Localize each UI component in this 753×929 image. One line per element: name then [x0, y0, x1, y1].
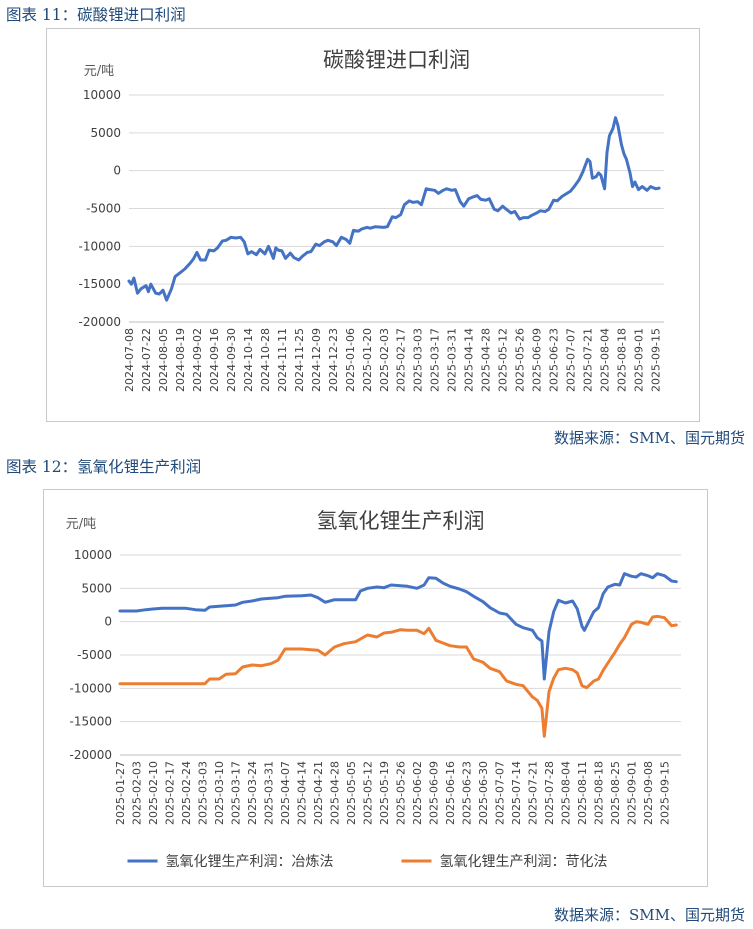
y-tick-label: 10000: [74, 548, 112, 562]
figure-12-caption: 图表 12：氢氧化锂生产利润: [6, 458, 202, 476]
x-tick-label: 2025-04-14: [463, 328, 476, 392]
x-tick-label: 2025-04-07: [279, 761, 292, 825]
y-tick-label: -20000: [69, 748, 112, 762]
x-tick-label: 2024-11-11: [276, 328, 289, 392]
x-tick-label: 2025-06-23: [548, 328, 561, 392]
x-tick-label: 2025-02-03: [378, 328, 391, 392]
x-tick-label: 2025-09-08: [642, 761, 655, 825]
x-tick-label: 2025-08-18: [616, 328, 629, 392]
x-tick-label: 2025-06-02: [411, 761, 424, 825]
x-tick-label: 2025-03-03: [197, 761, 210, 825]
y-tick-label: -15000: [69, 715, 112, 729]
x-tick-label: 2025-07-21: [527, 761, 540, 825]
x-tick-label: 2025-05-26: [395, 761, 408, 825]
x-tick-label: 2025-07-07: [494, 761, 507, 825]
x-tick-label: 2025-07-07: [565, 328, 578, 392]
x-tick-label: 2025-02-03: [131, 761, 144, 825]
x-tick-label: 2024-09-16: [208, 328, 221, 392]
y-axis-label: 元/吨: [84, 64, 114, 79]
chart-lithium-hydroxide-production-profit: 氢氧化锂生产利润 元/吨 10000 5000 0 -5000 -10000 -15000 -2…: [43, 489, 708, 887]
x-tick-label: 2025-04-28: [480, 328, 493, 392]
series-line-1: [118, 572, 678, 681]
x-tick-label: 2025-06-09: [531, 328, 544, 392]
legend-label-1: 氢氧化锂生产利润：冶炼法: [166, 854, 334, 870]
chart-1-svg: 氢氧化锂生产利润 元/吨 10000 5000 0 -5000 -10000 -15000 -2…: [66, 509, 681, 870]
chart-title: 氢氧化锂生产利润: [317, 509, 485, 533]
y-tick-label: 10000: [83, 88, 121, 102]
y-axis-label: 元/吨: [66, 517, 96, 532]
x-tick-label: 2025-03-31: [446, 328, 459, 392]
chart-lithium-carbonate-import-profit: 碳酸锂进口利润元/吨 10000 5000 0 -5000 -10000 -15000 -20…: [46, 28, 700, 422]
x-tick-label: 2025-01-27: [114, 761, 127, 825]
x-tick-label: 2025-07-14: [510, 761, 523, 825]
legend-label-2: 氢氧化锂生产利润：苛化法: [440, 853, 608, 870]
x-tick-label: 2025-03-17: [230, 761, 243, 825]
chart-title: 碳酸锂进口利润: [323, 48, 470, 72]
y-tick-label: -15000: [78, 277, 121, 291]
x-tick-label: 2024-10-28: [259, 328, 272, 392]
x-tick-label: 2025-03-31: [263, 761, 276, 825]
x-tick-label: 2024-12-09: [310, 328, 323, 392]
x-tick-label: 2025-06-23: [461, 761, 474, 825]
x-tick-label: 2025-07-21: [582, 328, 595, 392]
figure-11-source: 数据来源：SMM、国元期货: [554, 429, 745, 447]
x-tick-label: 2025-05-26: [514, 328, 527, 392]
x-tick-label: 2025-02-17: [395, 328, 408, 392]
x-tick-label: 2025-06-30: [477, 761, 490, 825]
x-tick-label: 2025-05-12: [497, 328, 510, 392]
y-tick-label: -5000: [77, 648, 112, 662]
x-tick-label: 2025-01-06: [344, 328, 357, 392]
x-tick-label: 2025-08-11: [576, 761, 589, 825]
x-tick-label: 2025-02-10: [147, 761, 160, 825]
x-tick-label: 2025-05-12: [362, 761, 375, 825]
x-tick-label: 2025-01-20: [361, 328, 374, 392]
x-tick-label: 2025-08-04: [560, 761, 573, 825]
x-tick-label: 2025-08-25: [609, 761, 622, 825]
figure-12-source: 数据来源：SMM、国元期货: [554, 906, 745, 924]
x-tick-label: 2025-04-28: [329, 761, 342, 825]
x-tick-label: 2024-07-22: [140, 328, 153, 392]
x-tick-label: 2025-03-24: [246, 761, 259, 825]
x-tick-label: 2024-07-08: [123, 328, 136, 392]
x-tick-label: 2025-08-18: [593, 761, 606, 825]
x-tick-label: 2025-03-10: [213, 761, 226, 825]
x-tick-label: 2024-11-25: [293, 328, 306, 392]
y-tick-label: -5000: [86, 202, 121, 216]
y-tick-label: 0: [113, 164, 121, 178]
y-tick-label: -10000: [69, 681, 112, 695]
x-tick-label: 2025-02-24: [180, 761, 193, 825]
x-tick-label: 2025-06-09: [428, 761, 441, 825]
x-tick-label: 2024-10-14: [242, 328, 255, 392]
x-tick-label: 2025-06-16: [444, 761, 457, 825]
y-tick-label: 5000: [90, 126, 121, 140]
x-tick-label: 2025-09-15: [659, 761, 672, 825]
x-tick-label: 2025-09-15: [650, 328, 663, 392]
x-tick-label: 2024-09-30: [225, 328, 238, 392]
y-tick-label: -10000: [78, 239, 121, 253]
x-tick-label: 2025-09-01: [633, 328, 646, 392]
x-tick-label: 2024-08-05: [157, 328, 170, 392]
x-tick-label: 2025-04-14: [296, 761, 309, 825]
x-tick-label: 2025-04-21: [312, 761, 325, 825]
x-tick-label: 2025-07-28: [543, 761, 556, 825]
series-line-1: [127, 116, 661, 302]
y-tick-label: 0: [104, 615, 112, 629]
x-tick-label: 2024-09-02: [191, 328, 204, 392]
x-tick-label: 2025-08-04: [599, 328, 612, 392]
series-line-2: [118, 614, 678, 738]
figure-11-caption: 图表 11：碳酸锂进口利润: [6, 6, 186, 24]
x-tick-label: 2025-03-17: [429, 328, 442, 392]
x-tick-label: 2025-05-19: [378, 761, 391, 825]
x-tick-label: 2024-12-23: [327, 328, 340, 392]
x-tick-label: 2025-05-05: [345, 761, 358, 825]
y-tick-label: -20000: [78, 315, 121, 329]
x-tick-label: 2025-03-03: [412, 328, 425, 392]
x-tick-label: 2024-08-19: [174, 328, 187, 392]
x-tick-label: 2025-09-01: [626, 761, 639, 825]
x-tick-label: 2025-02-17: [164, 761, 177, 825]
y-tick-label: 5000: [81, 581, 112, 595]
